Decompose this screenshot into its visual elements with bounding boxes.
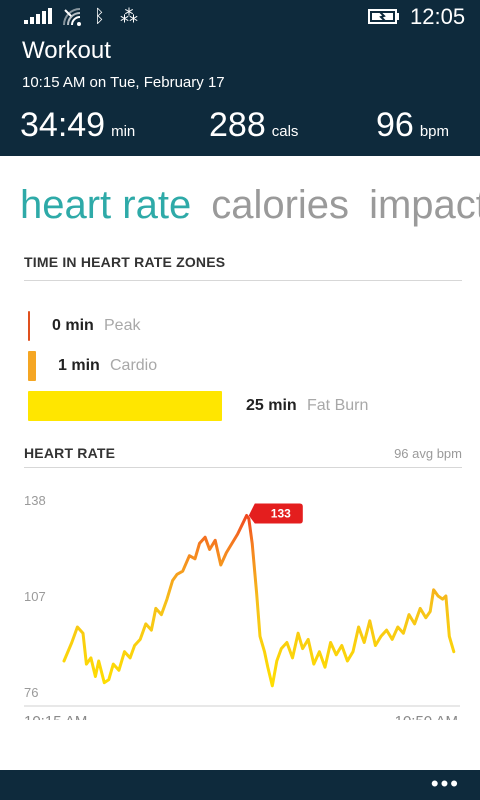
status-bar: ᛒ ⁂ 12:05 xyxy=(0,0,480,34)
heart-rate-line xyxy=(62,514,456,688)
y-axis-ticks: 138 107 76 xyxy=(24,493,46,700)
clock: 12:05 xyxy=(410,4,466,29)
bluetooth-icon: ᛒ xyxy=(94,6,105,26)
heart-rate-chart: 138 107 76 10:15 AM 10:50 AM 133 xyxy=(24,493,460,720)
tab-calories[interactable]: calories xyxy=(211,183,350,227)
header: ᛒ ⁂ 12:05 Workout 10:15 AM on Tue, Febru… xyxy=(0,0,480,156)
page-title: Workout xyxy=(22,37,111,64)
zone-value-cardio: 1 min xyxy=(58,357,100,374)
tab-impact[interactable]: impact xyxy=(369,183,480,227)
calories-unit: cals xyxy=(271,123,299,140)
duration-unit: min xyxy=(111,123,136,140)
zone-bar-fat-burn xyxy=(28,391,222,421)
y-tick-label: 138 xyxy=(24,493,46,508)
zone-value-fat-burn: 25 min xyxy=(246,397,297,414)
zones-section-title: TIME IN HEART RATE ZONES xyxy=(24,254,226,270)
signal-icon xyxy=(24,8,52,24)
peak-badge-shape xyxy=(248,503,303,524)
app-bar: ••• xyxy=(0,770,480,800)
x-axis-ticks: 10:15 AM 10:50 AM xyxy=(24,713,458,720)
zone-bar-cardio xyxy=(28,351,36,381)
heart-rate-value: 96 xyxy=(376,106,414,144)
y-tick-label: 107 xyxy=(24,589,46,604)
zones-divider xyxy=(24,280,462,281)
duration-stat: 34:49 min xyxy=(20,105,135,145)
tab-heart-rate[interactable]: heart rate xyxy=(20,183,192,227)
pivot-tabs: heart rate calories impact xyxy=(20,182,480,228)
data-sync-icon: ⁂ xyxy=(120,6,138,26)
y-tick-label: 76 xyxy=(24,685,38,700)
x-tick-label: 10:15 AM xyxy=(24,713,87,720)
zone-bar-peak xyxy=(28,311,30,341)
calories-value: 288 xyxy=(209,106,266,144)
zone-value-peak: 0 min xyxy=(52,317,94,334)
more-options-icon[interactable]: ••• xyxy=(430,771,460,796)
zone-name-fat-burn: Fat Burn xyxy=(307,397,369,414)
x-tick-label: 10:50 AM xyxy=(395,713,458,720)
calories-stat: 288 cals xyxy=(209,105,298,145)
workout-datetime: 10:15 AM on Tue, February 17 xyxy=(22,74,225,91)
zone-name-peak: Peak xyxy=(104,317,141,334)
wifi-icon xyxy=(63,8,81,26)
heart-rate-unit: bpm xyxy=(419,123,450,140)
avg-bpm: 96 avg bpm xyxy=(394,446,462,461)
peak-marker: 133 xyxy=(248,503,303,524)
heart-rate-divider xyxy=(24,467,462,468)
zone-name-cardio: Cardio xyxy=(110,357,158,374)
heart-rate-section-title: HEART RATE xyxy=(24,445,116,461)
battery-charging-icon xyxy=(368,9,399,24)
duration-value: 34:49 xyxy=(20,106,106,144)
peak-label: 133 xyxy=(271,506,291,520)
heart-rate-stat: 96 bpm xyxy=(376,105,449,145)
